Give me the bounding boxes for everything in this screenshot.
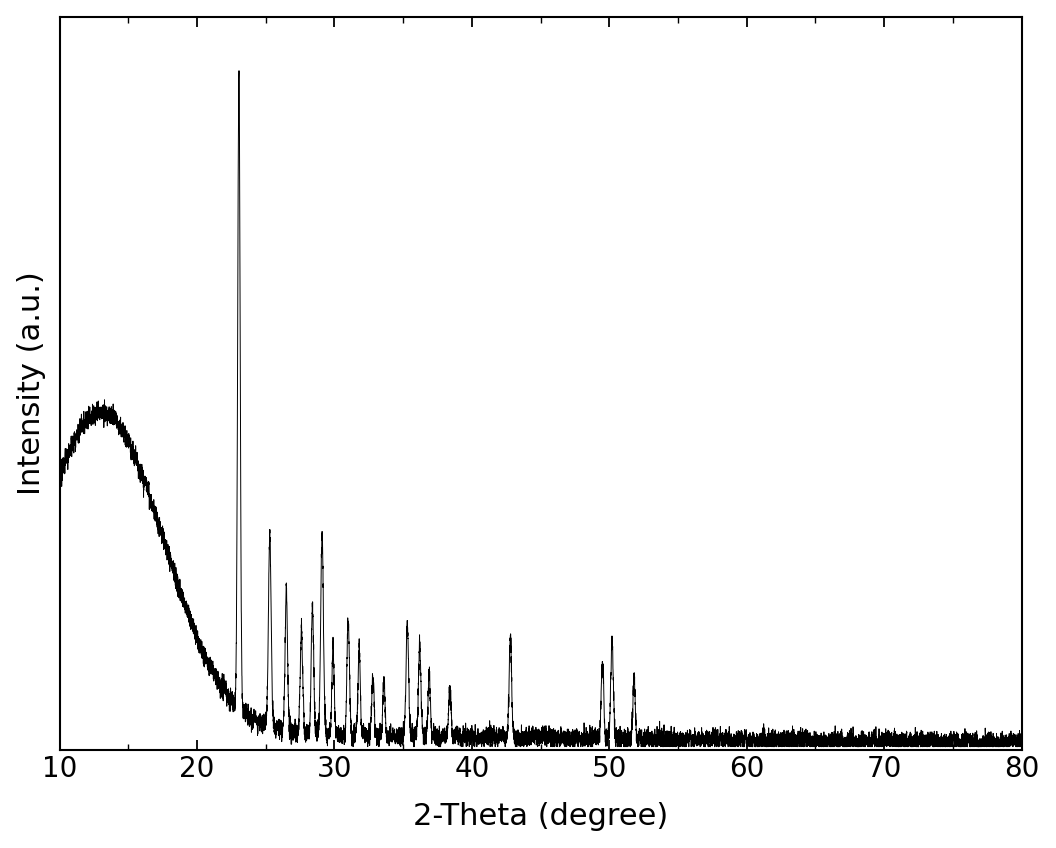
Y-axis label: Intensity (a.u.): Intensity (a.u.) bbox=[17, 271, 45, 495]
X-axis label: 2-Theta (degree): 2-Theta (degree) bbox=[413, 802, 668, 831]
